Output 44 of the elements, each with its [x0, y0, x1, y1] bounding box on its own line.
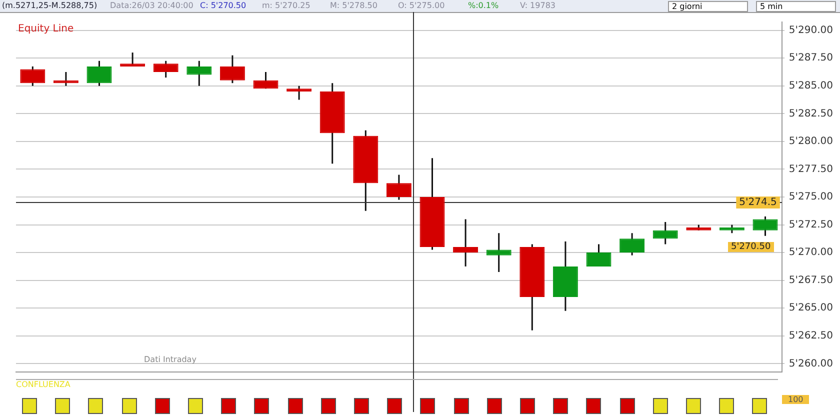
candlestick	[652, 221, 678, 245]
annotation: 5'270.50	[728, 242, 774, 253]
candlestick	[120, 52, 146, 68]
text: %:0.1%	[468, 1, 499, 11]
candlestick	[486, 232, 512, 273]
text: 2 giorni	[668, 1, 748, 12]
candlestick	[220, 54, 245, 84]
y-tick-label: 5'282.50	[788, 108, 834, 120]
candlestick	[153, 60, 178, 78]
y-tick-label: 5'280.00	[788, 136, 834, 148]
y-tick-label: 5'275.00	[788, 192, 834, 203]
y-tick-label: 5'262.50	[788, 330, 834, 342]
candlestick	[253, 71, 278, 90]
text: C: 5'270.50	[200, 1, 246, 11]
text: m: 5'270.25	[262, 1, 310, 11]
ref-line-label: 5'274.5	[739, 197, 777, 208]
chart-title: Equity Line	[18, 24, 74, 35]
candlestick	[453, 218, 478, 268]
y-tick-label: 5'287.50	[788, 52, 834, 64]
y-tick-label: 5'272.50	[788, 219, 834, 230]
candlestick	[386, 174, 412, 201]
text: CONFLUENZA	[16, 380, 70, 389]
candlestick	[586, 243, 612, 268]
candlestick	[286, 85, 312, 101]
y-tick-label: 5'260.00	[788, 358, 834, 370]
text: (m.5271,25-M.5288,75)	[2, 1, 98, 11]
y-tick-label: 5'265.00	[788, 302, 834, 314]
candlestick	[620, 232, 645, 256]
annotation: Dati Intraday	[144, 355, 196, 364]
candlestick	[86, 60, 112, 87]
y-tick-label: 5'270.00	[788, 247, 834, 258]
text: V: 19783	[520, 1, 556, 11]
y-tick-label: 5'290.00	[788, 24, 834, 36]
y-tick-label: 5'285.00	[788, 80, 834, 92]
y-tick-label: 5'277.50	[788, 164, 834, 175]
y-tick-label: 5'267.50	[788, 274, 834, 286]
candlestick	[752, 216, 778, 237]
text: Data:26/03 20:40:00	[110, 1, 194, 11]
text: M: 5'278.50	[330, 1, 378, 11]
candlestick	[20, 66, 46, 87]
text: 100	[782, 395, 810, 404]
text: 5 min	[756, 1, 836, 12]
candlestick	[186, 60, 212, 87]
text: O: 5'275.00	[398, 1, 445, 11]
